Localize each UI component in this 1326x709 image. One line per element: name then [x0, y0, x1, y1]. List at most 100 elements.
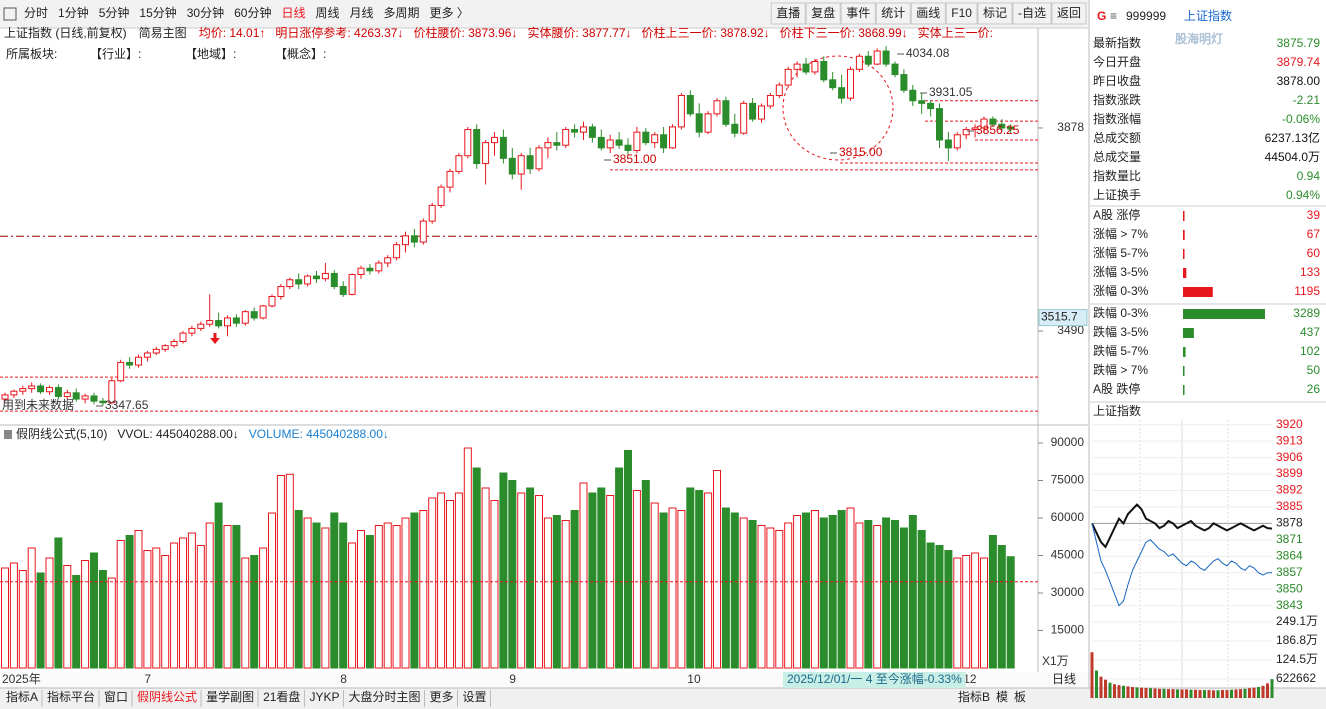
toolbar-button[interactable]: 事件 [846, 6, 870, 20]
candle-body [437, 186, 445, 206]
candle-body [348, 274, 356, 295]
period-tab[interactable]: 5分钟 [99, 5, 130, 20]
volume-bar [855, 522, 864, 669]
button-frame[interactable] [875, 2, 911, 25]
button-frame[interactable] [945, 2, 978, 25]
volume-bar [775, 530, 784, 669]
quote-value: 0.94 [1297, 169, 1321, 183]
bottom-tab[interactable]: 窗口 [104, 690, 128, 704]
volume-bar [339, 522, 348, 669]
intraday-volume [1158, 688, 1161, 698]
button-frame[interactable] [805, 2, 841, 25]
annotation: 4034.08 [906, 46, 950, 60]
toolbar-button[interactable]: 直播 [776, 6, 800, 20]
period-tab[interactable]: 30分钟 [187, 5, 224, 20]
volume-bar [383, 522, 392, 669]
period-tab[interactable]: 日线 [281, 6, 305, 20]
volume-bar [1, 567, 9, 669]
volume-bar [374, 525, 383, 669]
bottom-tab[interactable]: 21看盘 [263, 689, 300, 704]
candle-body [446, 170, 454, 188]
y-tick-label: 3864 [1276, 548, 1303, 562]
bottom-tab[interactable]: 指标B [958, 689, 990, 704]
period-tab[interactable]: 60分钟 [234, 5, 271, 20]
period-label: 日线 [1052, 672, 1076, 686]
volume-bar [508, 480, 517, 669]
breadth-label: 跌幅 3-5% [1093, 324, 1149, 339]
circle-annotation [782, 55, 894, 161]
toolbar-button[interactable]: 标记 [983, 6, 1007, 20]
candle-body [891, 63, 899, 76]
button-frame[interactable] [1012, 2, 1052, 25]
candle-body [321, 272, 329, 280]
candle-body [241, 311, 249, 324]
period-tab[interactable]: 更多 〉 [430, 6, 469, 20]
volume-bar [45, 557, 54, 669]
candle-body [499, 136, 507, 159]
period-tab[interactable]: 周线 [315, 6, 339, 20]
volume-bar [632, 490, 641, 669]
intraday-volume [1126, 686, 1130, 698]
toolbar-button[interactable]: 复盘 [811, 5, 835, 20]
volume-bar [81, 560, 90, 669]
intraday-volume [1144, 687, 1148, 698]
period-tab[interactable]: 月线 [350, 6, 374, 20]
candle-body [224, 317, 231, 327]
button-frame[interactable] [1051, 2, 1087, 25]
quote-value: 6237.13亿 [1265, 130, 1320, 145]
button-frame[interactable] [910, 2, 946, 25]
x-tick-label: 12 [963, 672, 977, 686]
period-tab[interactable]: 1分钟 [58, 5, 89, 20]
info-item: 实体上三一价: [918, 25, 993, 40]
button-frame[interactable] [770, 2, 806, 25]
bottom-tab[interactable]: 设置 [462, 690, 486, 704]
bottom-tab[interactable]: JYKP [309, 690, 339, 704]
volume-bar [757, 525, 766, 669]
volume-bar [205, 522, 214, 669]
volume-bar [579, 482, 588, 669]
candle-body [544, 142, 552, 149]
bottom-tab[interactable]: 假阴线公式 [137, 690, 197, 704]
volume-bar [446, 500, 454, 669]
candle-body [855, 55, 863, 70]
formula-icon [4, 430, 12, 439]
bottom-tab[interactable]: 大盘分时主图 [348, 689, 420, 704]
candle-body [126, 361, 134, 366]
bottom-tab[interactable]: 板 [1014, 690, 1026, 704]
volume-bar [348, 542, 357, 669]
button-frame[interactable] [840, 2, 876, 25]
breadth-label: 跌幅 0-3% [1093, 305, 1149, 320]
toolbar-button[interactable]: F10 [951, 6, 972, 20]
intraday-line [1091, 523, 1272, 607]
period-tab[interactable]: 15分钟 [139, 5, 176, 20]
bottom-tab[interactable]: 指标平台 [47, 689, 95, 704]
menu-icon[interactable] [3, 7, 17, 21]
toolbar-bg [0, 0, 1088, 28]
candle-body [766, 95, 774, 107]
volume-bar [36, 572, 45, 669]
volume-bar [944, 550, 953, 669]
period-tab[interactable]: 分时 [24, 6, 48, 20]
button-frame[interactable] [977, 2, 1013, 25]
x-tick-label: 10 [687, 672, 701, 686]
breadth-bar [1183, 309, 1265, 319]
period-tab[interactable]: 多周期 [384, 6, 420, 20]
volume-bar [793, 515, 802, 669]
volume-bar [428, 497, 437, 669]
toolbar-button[interactable]: 返回 [1057, 6, 1081, 20]
bottom-tab[interactable]: 量学副图 [206, 689, 254, 704]
toolbar-button[interactable]: 统计 [881, 6, 905, 20]
sector-label: 所属板块: [6, 47, 57, 61]
toolbar-button[interactable]: 画线 [916, 6, 940, 20]
volume-bar [410, 512, 419, 669]
candle-body [143, 352, 151, 358]
quote-value: 44504.0万 [1265, 150, 1320, 164]
toolbar-button[interactable]: -自选 [1018, 6, 1046, 20]
breadth-value: 67 [1307, 227, 1321, 241]
candle-body [980, 118, 988, 129]
volume-bar [766, 527, 775, 669]
bottom-tab[interactable]: 模 [996, 690, 1008, 704]
volume-header: VOLUME: 445040288.00↓ [249, 427, 389, 441]
bottom-tab[interactable]: 更多 [429, 690, 453, 704]
bottom-tab[interactable]: 指标A [6, 689, 38, 704]
